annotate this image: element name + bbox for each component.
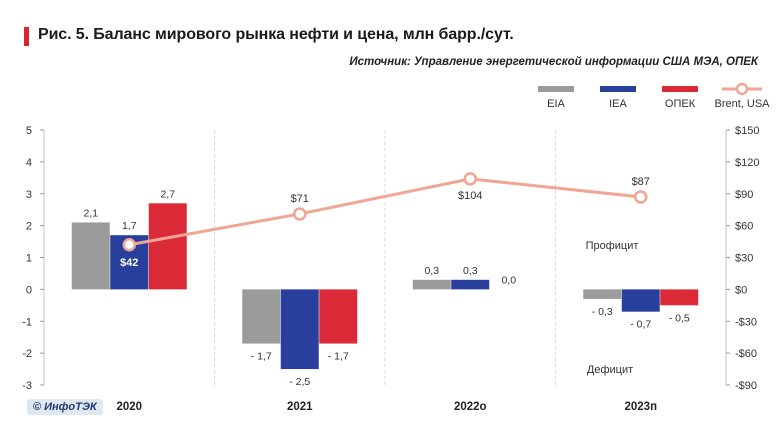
- bar-value-label: - 2,5: [289, 376, 310, 388]
- bar-value-label: - 1,7: [328, 351, 349, 363]
- x-tick-label: 2022о: [454, 401, 487, 413]
- y-tick-label: -3: [22, 380, 32, 392]
- bar-value-label: 0,0: [501, 274, 516, 286]
- chart-title: Рис. 5. Баланс мирового рынка нефти и це…: [38, 26, 514, 43]
- bar-eia-2022о: [412, 279, 451, 290]
- y-tick-label: 4: [26, 157, 32, 169]
- title-accent-bar: [24, 27, 29, 46]
- copyright-icon: ©: [33, 401, 42, 413]
- bar-eia-2021: [242, 289, 281, 344]
- bar-iea-2023п: [621, 289, 660, 312]
- brent-value-label: $104: [458, 190, 482, 202]
- y2-tick-label: $60: [735, 221, 753, 233]
- bar-value-label: 2,7: [160, 188, 175, 200]
- bar-опек-2021: [319, 289, 358, 344]
- bar-опек-2023п: [660, 289, 699, 306]
- bar-value-label: 1,7: [122, 220, 137, 232]
- chart-source: Источник: Управление энергетической инфо…: [349, 56, 758, 68]
- x-tick-label: 2023п: [624, 401, 657, 413]
- bar-опек-2020: [148, 203, 187, 290]
- bar-value-label: 0,3: [463, 265, 478, 277]
- legend-label: EIA: [547, 98, 565, 110]
- y-tick-label: 5: [26, 125, 32, 137]
- y2-tick-label: $120: [735, 157, 759, 169]
- bar-eia-2020: [71, 222, 110, 290]
- bar-value-label: 0,3: [424, 265, 439, 277]
- y2-tick-label: $30: [735, 253, 753, 265]
- brent-point: [122, 238, 136, 252]
- legend-brent-marker: [735, 82, 749, 96]
- deficit-annotation: Дефицит: [587, 364, 633, 376]
- bar-value-label: - 0,7: [630, 319, 651, 331]
- y-tick-label: -1: [22, 316, 32, 328]
- legend-label: Brent, USA: [714, 98, 770, 110]
- legend-label: IEA: [609, 98, 627, 110]
- brent-line: [128, 177, 641, 247]
- y2-tick-label: -$30: [735, 316, 757, 328]
- y2-tick-label: -$60: [735, 348, 757, 360]
- bar-value-label: - 1,7: [251, 351, 272, 363]
- x-tick-label: 2020: [116, 401, 142, 413]
- brent-point: [463, 172, 477, 186]
- y-tick-label: 2: [26, 221, 32, 233]
- bar-value-label: - 0,5: [669, 312, 690, 324]
- legend-swatch-iea: [600, 86, 636, 92]
- y-tick-label: 1: [26, 253, 32, 265]
- legend-label: ОПЕК: [665, 98, 696, 110]
- x-tick-label: 2021: [287, 401, 313, 413]
- bar-value-label: 2,1: [83, 207, 98, 219]
- brent-value-label: $87: [632, 176, 650, 188]
- bar-eia-2023п: [583, 289, 622, 299]
- legend-swatch-опек: [662, 86, 698, 92]
- brent-value-label: $71: [291, 193, 309, 205]
- brent-point: [634, 190, 648, 204]
- y-tick-label: 0: [26, 284, 32, 296]
- legend-swatch-eia: [538, 86, 574, 92]
- y-tick-label: -2: [22, 348, 32, 360]
- logo-text: ИнфоТЭК: [44, 401, 97, 413]
- brent-point: [293, 207, 307, 221]
- y2-tick-label: -$90: [735, 380, 757, 392]
- infotek-logo: © ИнфоТЭК: [27, 399, 103, 415]
- bar-value-label: - 0,3: [592, 306, 613, 318]
- brent-value-label: $42: [120, 257, 138, 269]
- y-tick-label: 3: [26, 189, 32, 201]
- surplus-annotation: Профицит: [586, 240, 639, 252]
- y2-tick-label: $0: [735, 284, 747, 296]
- bar-iea-2021: [280, 289, 319, 370]
- y2-tick-label: $90: [735, 189, 753, 201]
- y2-tick-label: $150: [735, 125, 759, 137]
- bar-iea-2022о: [451, 279, 490, 290]
